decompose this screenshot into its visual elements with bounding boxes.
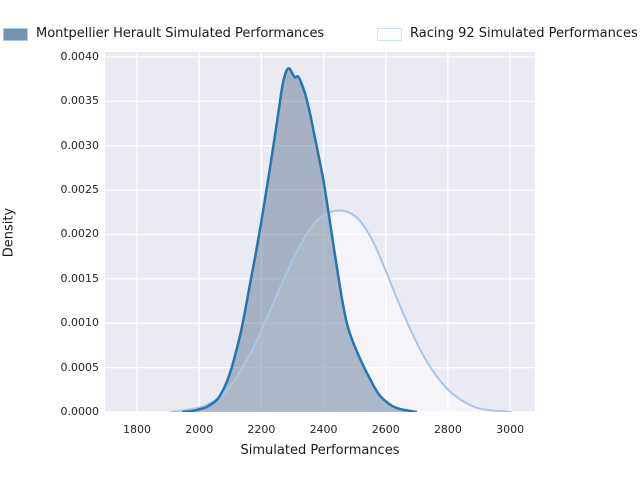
x-tick-label: 2800 xyxy=(433,423,462,436)
legend-label-racing: Racing 92 Simulated Performances xyxy=(410,26,638,41)
y-tick-label: 0.0000 xyxy=(60,405,100,418)
racing-swatch-icon xyxy=(377,27,402,41)
x-tick-label: 2200 xyxy=(247,423,276,436)
legend-entry-racing: Racing 92 Simulated Performances xyxy=(377,26,638,42)
montpellier-swatch-icon xyxy=(3,27,28,41)
x-tick-label: 2000 xyxy=(185,423,214,436)
legend-label-montpellier: Montpellier Herault Simulated Performanc… xyxy=(36,26,325,41)
x-tick-label: 1800 xyxy=(123,423,152,436)
x-tick-label: 3000 xyxy=(496,423,525,436)
y-tick-label: 0.0040 xyxy=(60,49,100,63)
y-tick-label: 0.0025 xyxy=(60,183,100,197)
x-tick-label: 2600 xyxy=(371,423,400,436)
kde-fill-0 xyxy=(182,68,417,412)
y-tick-label: 0.0035 xyxy=(60,94,100,108)
legend-entry-montpellier: Montpellier Herault Simulated Performanc… xyxy=(3,26,324,42)
kde-line-0 xyxy=(182,67,418,412)
x-axis-label: Simulated Performances xyxy=(240,443,400,458)
y-tick-label: 0.0020 xyxy=(60,227,100,241)
y-tick-label: 0.0010 xyxy=(60,316,100,330)
y-tick-label: 0.0015 xyxy=(60,271,100,285)
x-tick-label: 2400 xyxy=(309,423,338,436)
kde-line-1 xyxy=(169,209,512,412)
y-tick-label: 0.0005 xyxy=(60,360,100,374)
y-axis-label: Density xyxy=(1,207,17,258)
y-tick-label: 0.0030 xyxy=(60,138,100,152)
